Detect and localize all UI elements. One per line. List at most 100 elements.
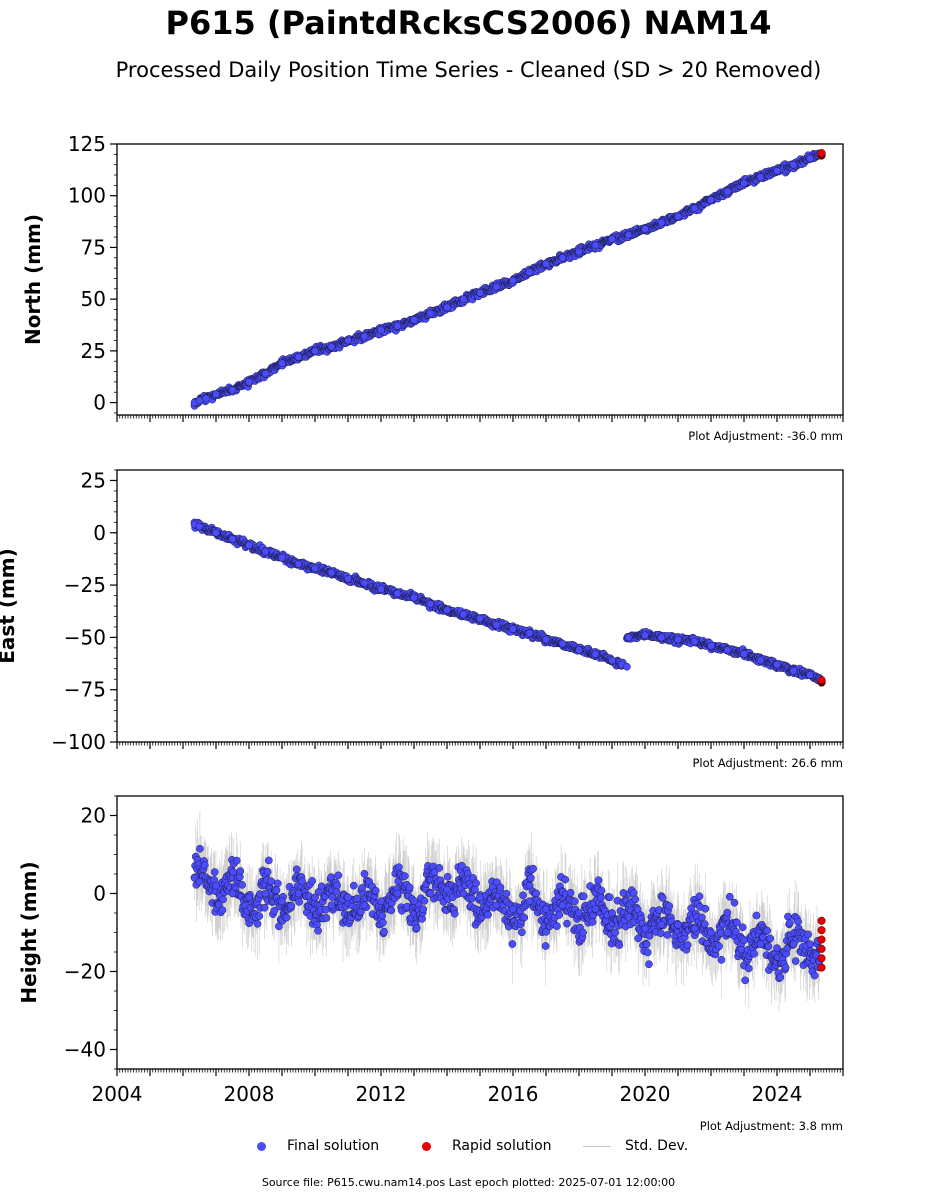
final-solution-point [575,646,583,654]
final-solution-point [492,282,501,291]
final-solution-point [344,336,352,345]
final-solution-point [459,295,468,304]
final-solution-point [608,235,616,244]
final-solution-point [344,574,352,583]
final-solution-point [212,390,220,399]
east-final-points [190,518,824,685]
final-solution-point [278,359,286,368]
final-solution-point [542,260,550,268]
final-solution-point [558,639,567,648]
final-solution-point [773,167,781,175]
final-solution-point [525,629,534,638]
chart-subtitle: Processed Daily Position Time Series - C… [115,58,822,82]
final-solution-point [740,179,748,188]
final-solution-point [756,656,765,665]
y-tick-label: 25 [81,339,106,363]
y-tick-label: −25 [64,573,106,597]
final-solution-point [410,315,418,324]
final-solution-point [723,646,732,654]
y-tick-label: 100 [68,184,106,208]
final-solution-point [360,332,369,341]
final-solution-point [228,386,237,395]
east-plot-frame [116,469,844,743]
final-solution-point [789,160,798,169]
final-solution-point [756,173,765,181]
final-solution-point [377,326,385,335]
final-solution-point [542,635,550,644]
final-solution-point [311,347,319,355]
east-plot-adjustment: Plot Adjustment: 26.6 mm [692,756,843,770]
final-solution-point [806,154,814,163]
final-solution-point [789,667,798,675]
east-y-axis-label: East (mm) [0,548,19,664]
final-solution-point [707,196,715,204]
final-solution-point [509,276,517,285]
final-solution-point [261,369,270,378]
final-solution-point [575,247,583,256]
final-solution-point [294,353,303,361]
north-panel: 0 25 50 75 100 125 North (mm) Plot Adjustment: … [21,132,844,443]
final-solution-point [608,656,616,665]
final-solution-point [492,620,501,629]
north-plot-adjustment: Plot Adjustment: -36.0 mm [688,429,843,443]
y-tick-label: 0 [93,521,106,545]
final-solution-point [311,564,319,573]
final-solution-point [278,554,286,562]
final-solution-point [623,662,631,671]
y-tick-label: −75 [64,678,106,702]
final-solution-point [360,579,369,587]
final-solution-point [674,635,682,644]
final-solution-point [657,218,666,227]
final-solution-point [806,671,814,679]
final-solution-point [410,593,418,602]
final-solution-point [202,394,210,403]
final-solution-point [591,241,600,250]
final-solution-point [740,650,748,658]
final-solution-point [393,322,402,330]
chart-title: P615 (PaintdRcksCS2006) NAM14 [165,4,772,42]
final-solution-point [327,342,336,351]
y-tick-label: 25 [81,468,106,492]
final-solution-point [294,560,303,569]
final-solution-point [245,541,253,550]
y-tick-label: −100 [51,730,106,754]
y-tick-label: −50 [64,625,106,649]
final-solution-point [723,187,732,196]
y-tick-label: 125 [68,132,106,156]
final-solution-point [641,631,649,640]
rapid-solution-point [817,676,826,685]
final-solution-point [327,568,336,577]
final-solution-point [245,378,253,386]
y-tick-label: 50 [81,287,106,311]
final-solution-point [674,212,682,221]
final-solution-point [558,253,567,262]
final-solution-point [509,625,517,633]
final-solution-point [426,600,435,608]
final-solution-point [377,585,385,594]
final-solution-point [624,633,633,642]
final-solution-point [195,522,204,531]
final-solution-point [476,614,484,623]
final-solution-point [641,224,649,233]
final-solution-point [591,650,600,658]
final-solution-point [690,637,699,646]
final-solution-point [212,528,220,537]
east-rapid-points [817,676,826,687]
east-panel: −100 −75 −50 −25 0 25 East (mm) Plot Adjustment… [0,468,844,770]
east-std-dev-bars [194,519,820,683]
north-rapid-points [817,149,826,160]
final-solution-point [657,633,666,642]
y-tick-label: 0 [93,391,106,415]
final-solution-point [459,610,468,619]
final-solution-point [707,641,715,650]
final-solution-point [393,589,402,598]
north-y-axis-label: North (mm) [21,214,45,345]
final-solution-point [525,268,534,277]
final-solution-point [690,204,699,212]
final-solution-point [261,547,270,556]
final-solution-point [228,535,237,543]
rapid-solution-point [817,149,826,158]
final-solution-point [773,660,781,669]
